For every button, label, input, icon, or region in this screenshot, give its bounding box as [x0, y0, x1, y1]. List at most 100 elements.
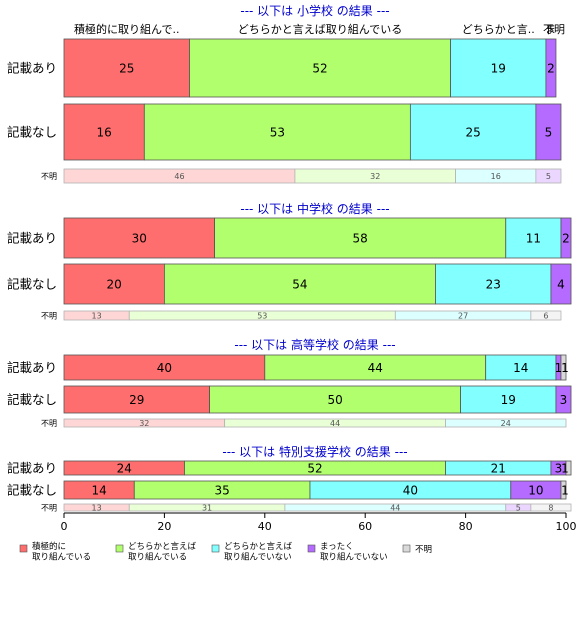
panel-title: --- 以下は 中学校 の結果 ---	[240, 201, 389, 216]
row-value-label: 53	[270, 125, 285, 139]
row-value-label: 5	[545, 125, 553, 139]
row-label: 記載なし	[7, 483, 57, 498]
unknown-row-label: 不明	[41, 419, 57, 428]
legend-swatch	[115, 544, 124, 553]
row-label: 記載なし	[7, 392, 57, 407]
unknown-row-label: 不明	[41, 504, 57, 513]
row-value-label: 3	[560, 393, 568, 407]
row-value-label: 1	[561, 483, 569, 497]
row-value-label: 50	[327, 393, 342, 407]
row-bar-segment	[550, 263, 572, 305]
row-bar-segment	[63, 38, 190, 98]
legend-label: まったく取り組んでいない	[320, 542, 388, 563]
row-value-label: 40	[157, 361, 172, 375]
unknown-row-value-label: 27	[458, 311, 468, 320]
row-bar-segment	[485, 354, 557, 381]
unknown-row-value-label: 16	[491, 172, 501, 181]
row-bar-segment	[63, 263, 165, 305]
category-top-label: どちらかと言..	[462, 23, 535, 36]
row-bar-segment	[63, 385, 210, 414]
panel-title: --- 以下は 特別支援学校 の結果 ---	[222, 444, 407, 459]
row-bar-segment	[560, 480, 567, 500]
row-value-label: 25	[465, 125, 480, 139]
row-bar-segment	[560, 354, 567, 381]
legend-label: どちらかと言えば取り組んでいる	[128, 541, 197, 563]
row-value-label: 40	[403, 483, 418, 497]
row-bar-segment	[565, 460, 572, 476]
row-bar-segment	[555, 385, 572, 414]
x-axis-tick-label: 100	[556, 520, 577, 533]
row-bar-segment	[535, 103, 562, 161]
x-axis-tick-label: 0	[61, 520, 68, 533]
category-top-label: どちらかと言えば取り組んでいる	[238, 23, 402, 36]
row-label: 記載あり	[7, 231, 57, 246]
row-label: 記載あり	[7, 61, 57, 76]
unknown-row-value-label: 32	[370, 172, 380, 181]
row-value-label: 10	[528, 483, 543, 497]
row-bar-segment	[214, 217, 507, 259]
panel-title: --- 以下は 小学校 の結果 ---	[240, 3, 389, 18]
category-top-label: 不明	[543, 23, 565, 36]
unknown-row-bar-segment	[535, 168, 562, 184]
unknown-row-value-label: 6	[543, 311, 548, 320]
row-label: 記載なし	[7, 125, 57, 140]
row-value-label: 52	[307, 461, 322, 475]
row-value-label: 14	[513, 361, 528, 375]
unknown-row-bar-segment	[530, 503, 572, 512]
unknown-row-value-label: 5	[516, 503, 521, 512]
row-value-label: 29	[129, 393, 144, 407]
row-value-label: 25	[119, 61, 134, 75]
legend-swatch	[307, 544, 316, 553]
row-value-label: 19	[501, 393, 516, 407]
row-value-label: 1	[561, 361, 569, 375]
x-axis-tick-label: 20	[157, 520, 171, 533]
row-value-label: 19	[491, 61, 506, 75]
row-value-label: 21	[491, 461, 506, 475]
row-bar-segment	[264, 354, 487, 381]
unknown-row-value-label: 13	[92, 311, 102, 320]
row-value-label: 23	[486, 277, 501, 291]
legend-label: どちらかと言えば取り組んでいない	[224, 541, 293, 563]
row-bar-segment	[63, 103, 145, 161]
row-label: 記載なし	[7, 277, 57, 292]
x-axis-tick-label: 80	[459, 520, 473, 533]
panel-title: --- 以下は 高等学校 の結果 ---	[234, 337, 395, 352]
category-top-label: ま	[545, 23, 556, 36]
x-axis-tick-label: 40	[258, 520, 272, 533]
unknown-row-value-label: 53	[257, 311, 267, 320]
row-value-label: 11	[526, 231, 541, 245]
row-label: 記載あり	[7, 360, 57, 375]
legend-swatch	[211, 544, 220, 553]
row-bar-segment	[63, 217, 216, 259]
unknown-row-value-label: 5	[546, 172, 551, 181]
legend-label: 積極的に取り組んでいる	[32, 541, 91, 563]
row-value-label: 54	[292, 277, 307, 291]
row-value-label: 30	[132, 231, 147, 245]
row-bar-segment	[560, 217, 572, 259]
row-value-label: 16	[97, 125, 112, 139]
row-value-label: 1	[561, 461, 569, 475]
row-value-label: 58	[353, 231, 368, 245]
legend-swatch	[19, 544, 28, 553]
unknown-row-value-label: 32	[139, 419, 149, 428]
row-value-label: 35	[214, 483, 229, 497]
row-bar-segment	[505, 217, 562, 259]
unknown-row-value-label: 44	[390, 503, 400, 512]
row-bar-segment	[189, 38, 451, 98]
row-value-label: 20	[107, 277, 122, 291]
row-bar-segment	[63, 354, 266, 381]
row-bar-segment	[435, 263, 552, 305]
unknown-row-value-label: 46	[174, 172, 184, 181]
unknown-row-label: 不明	[41, 312, 57, 321]
row-bar-segment	[209, 385, 461, 414]
row-value-label: 52	[312, 61, 327, 75]
legend-label: 不明	[415, 545, 432, 555]
row-value-label: 24	[117, 461, 132, 475]
x-axis-tick-label: 60	[358, 520, 372, 533]
row-value-label: 44	[368, 361, 383, 375]
legend-swatch	[402, 544, 411, 553]
row-label: 記載あり	[7, 461, 57, 476]
unknown-row-bar-segment	[445, 418, 567, 428]
category-top-label: 積極的に取り組んで..	[74, 22, 179, 36]
